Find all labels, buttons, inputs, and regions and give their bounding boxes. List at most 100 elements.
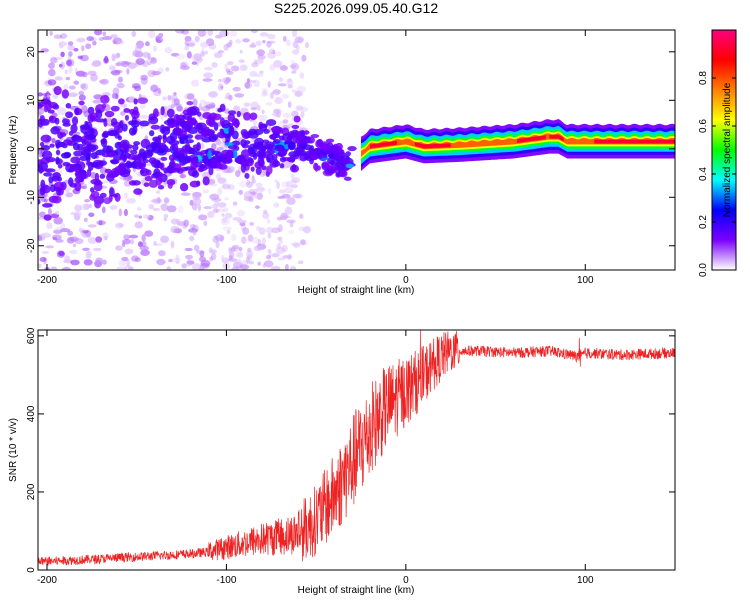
spectral-noise-blob xyxy=(284,187,294,194)
spectral-noise-blob xyxy=(242,227,250,235)
colorbar-tick-label: 0.2 xyxy=(698,215,709,229)
spectral-noise-blob xyxy=(38,211,46,218)
spectral-noise-blob xyxy=(249,70,258,77)
spectral-blob xyxy=(250,166,255,172)
spectral-noise-blob xyxy=(252,191,256,197)
spectral-noise-blob xyxy=(126,198,136,204)
spectral-noise-blob xyxy=(160,203,169,212)
spectral-blob xyxy=(160,106,165,116)
spectral-noise-blob xyxy=(300,106,308,112)
spectral-noise-blob xyxy=(131,31,137,37)
spectral-blob xyxy=(202,176,210,186)
spectral-noise-blob xyxy=(88,212,95,218)
spectral-noise-blob xyxy=(126,68,130,75)
spectral-blob xyxy=(117,135,122,141)
spectral-noise-blob xyxy=(166,266,172,270)
spectral-noise-blob xyxy=(265,102,273,106)
spectral-noise-blob xyxy=(214,234,225,242)
spectral-noise-blob xyxy=(194,35,200,43)
spectral-blob xyxy=(329,161,338,166)
spectral-noise-blob xyxy=(102,36,112,41)
spectral-blob xyxy=(38,198,41,205)
spectral-noise-blob xyxy=(294,36,304,43)
spectral-blob xyxy=(53,86,62,96)
spectral-noise-blob xyxy=(243,191,253,199)
spectral-blob xyxy=(112,193,118,198)
spectral-blob xyxy=(224,142,235,147)
spectral-noise-blob xyxy=(292,40,299,49)
spectral-noise-blob xyxy=(51,55,57,63)
y-tick-label: 10 xyxy=(26,94,37,106)
spectral-noise-blob xyxy=(292,193,302,199)
spectral-noise-blob xyxy=(66,59,72,66)
x-tick-label: 100 xyxy=(577,275,594,286)
spectral-noise-blob xyxy=(215,173,222,180)
spectral-noise-blob xyxy=(226,42,232,48)
spectral-noise-blob xyxy=(224,63,229,70)
spectral-noise-blob xyxy=(273,108,282,115)
spectral-noise-blob xyxy=(253,79,260,88)
spectral-blob xyxy=(244,133,251,139)
spectral-noise-blob xyxy=(296,37,303,44)
spectral-noise-blob xyxy=(94,30,103,36)
figure-title: S225.2026.099.05.40.G12 xyxy=(274,0,438,16)
spectral-noise-blob xyxy=(274,96,283,105)
spectral-noise-blob xyxy=(265,254,272,260)
spectral-noise-blob xyxy=(291,30,298,38)
spectral-noise-blob xyxy=(254,73,264,77)
spectral-noise-blob xyxy=(224,197,229,201)
spectral-blob xyxy=(98,160,108,166)
spectral-noise-blob xyxy=(223,44,229,51)
spectral-blob xyxy=(244,173,250,179)
spectral-blob xyxy=(133,154,141,161)
spectral-blob xyxy=(173,127,180,134)
spectral-noise-blob xyxy=(184,93,193,100)
spectral-noise-blob xyxy=(202,189,210,194)
spectral-blob xyxy=(287,141,296,150)
spectral-blob xyxy=(204,129,216,136)
spectral-noise-blob xyxy=(176,105,184,112)
spectral-noise-blob xyxy=(220,217,230,226)
spectral-blob xyxy=(80,124,91,135)
spectral-blob xyxy=(179,183,189,192)
spectral-noise-blob xyxy=(156,258,166,266)
spectral-noise-blob xyxy=(78,104,88,111)
spectral-blob xyxy=(310,148,318,157)
colorbar-tick-label: 0.8 xyxy=(698,71,709,85)
spectral-noise-blob xyxy=(83,217,88,223)
spectral-noise-blob xyxy=(137,241,143,248)
spectral-noise-blob xyxy=(197,214,208,221)
spectral-noise-blob xyxy=(291,242,301,247)
spectral-noise-blob xyxy=(241,236,247,244)
spectral-noise-blob xyxy=(267,233,272,239)
spectral-noise-blob xyxy=(273,60,283,68)
spectral-blob xyxy=(173,113,180,123)
spectral-noise-blob xyxy=(96,220,106,226)
spectral-blob xyxy=(124,162,136,167)
spectral-noise-blob xyxy=(56,107,67,116)
spectral-noise-blob xyxy=(92,247,102,252)
spectral-noise-blob xyxy=(47,208,52,216)
spectral-noise-blob xyxy=(209,256,214,262)
spectral-blob xyxy=(131,180,141,186)
spectral-noise-blob xyxy=(231,233,237,242)
spectral-noise-blob xyxy=(147,30,156,39)
spectral-blob xyxy=(160,156,168,161)
spectral-blob xyxy=(90,187,95,193)
spectral-noise-blob xyxy=(117,223,125,228)
spectral-noise-blob xyxy=(276,243,282,250)
spectral-noise-blob xyxy=(276,181,280,189)
spectral-noise-blob xyxy=(69,249,78,255)
spectral-noise-blob xyxy=(239,264,250,270)
spectral-noise-blob xyxy=(175,30,185,34)
spectral-noise-blob xyxy=(55,239,64,243)
spectral-noise-blob xyxy=(38,235,43,242)
spectral-noise-blob xyxy=(192,98,198,107)
spectral-noise-blob xyxy=(295,105,304,111)
spectral-blob xyxy=(69,183,77,188)
spectral-noise-blob xyxy=(102,31,107,37)
spectral-blob xyxy=(39,141,45,147)
spectral-blob xyxy=(38,103,44,109)
x-tick-label: 100 xyxy=(577,575,594,586)
